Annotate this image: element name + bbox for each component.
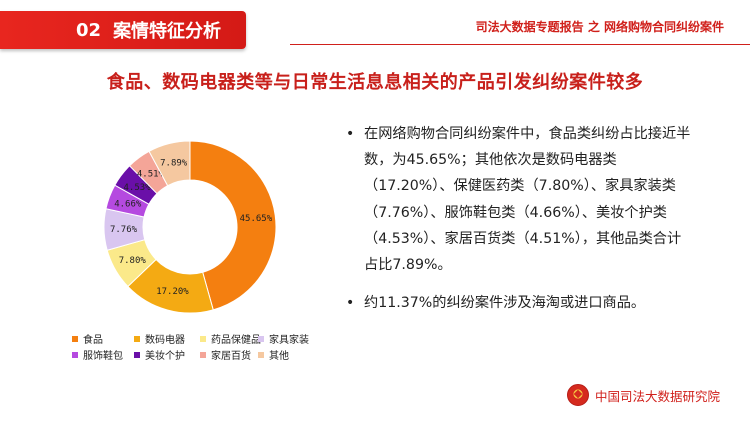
slice-data-label: 7.76%	[110, 225, 138, 235]
legend-label: 家具家装	[269, 335, 309, 346]
footer: 中国司法大数据研究院	[566, 384, 720, 406]
legend-label: 家居百货	[211, 351, 251, 362]
legend-label: 美妆个护	[145, 351, 185, 362]
legend-swatch	[72, 351, 78, 358]
bullet-item: 约11.37%的纠纷案件涉及海淘或进口商品。	[346, 290, 691, 316]
national-emblem-icon	[566, 384, 589, 406]
legend-swatch	[134, 335, 140, 342]
slice-data-label: 17.20%	[156, 287, 189, 297]
legend-swatch	[134, 351, 140, 358]
slice-data-label: 4.53%	[123, 183, 151, 193]
section-number: 02	[76, 19, 102, 41]
header-divider	[290, 44, 750, 45]
footer-org-name: 中国司法大数据研究院	[594, 388, 720, 404]
legend-swatch	[258, 335, 264, 342]
donut-slice	[148, 140, 191, 187]
slice-data-label: 7.89%	[160, 159, 188, 169]
legend-swatch	[200, 351, 206, 358]
legend-item: 家居百货	[200, 347, 251, 362]
legend-label: 其他	[269, 351, 289, 362]
slice-data-label: 7.80%	[119, 256, 147, 266]
slice-data-label: 4.66%	[114, 200, 142, 210]
legend-swatch	[72, 335, 78, 342]
legend-label: 服饰鞋包	[83, 351, 123, 362]
donut-chart: 45.65% 17.20% 7.80% 7.76% 4.66% 4.53% 4.51%7.8…	[103, 140, 277, 314]
legend-item: 数码电器	[134, 331, 185, 346]
report-title: 司法大数据专题报告 之 网络购物合同纠纷案件	[475, 20, 724, 34]
slice-data-label: 45.65%	[240, 214, 273, 224]
legend-item: 服饰鞋包	[72, 347, 123, 362]
legend-item: 美妆个护	[134, 347, 185, 362]
legend-item: 其他	[258, 347, 289, 362]
legend-swatch	[200, 335, 206, 342]
section-title: 案情特征分析	[113, 21, 222, 42]
legend-label: 食品	[83, 335, 103, 346]
legend-swatch	[258, 351, 264, 358]
legend-label: 药品保健品	[211, 335, 261, 346]
slide-title: 食品、数码电器类等与日常生活息息相关的产品引发纠纷案件较多	[106, 72, 644, 93]
bullet-list: 在网络购物合同纠纷案件中，食品类纠纷占比接近半数，为45.65%；其他依次是数码…	[346, 121, 691, 317]
donut-slice	[189, 140, 277, 311]
bullet-item: 在网络购物合同纠纷案件中，食品类纠纷占比接近半数，为45.65%；其他依次是数码…	[346, 121, 691, 278]
legend-label: 数码电器	[145, 335, 185, 346]
section-header-tab: 02 案情特征分析	[0, 11, 246, 49]
legend-item: 食品	[72, 331, 103, 346]
legend-item: 药品保健品	[200, 331, 261, 346]
legend-item: 家具家装	[258, 331, 309, 346]
slice-data-label: 4.51%	[137, 170, 165, 180]
